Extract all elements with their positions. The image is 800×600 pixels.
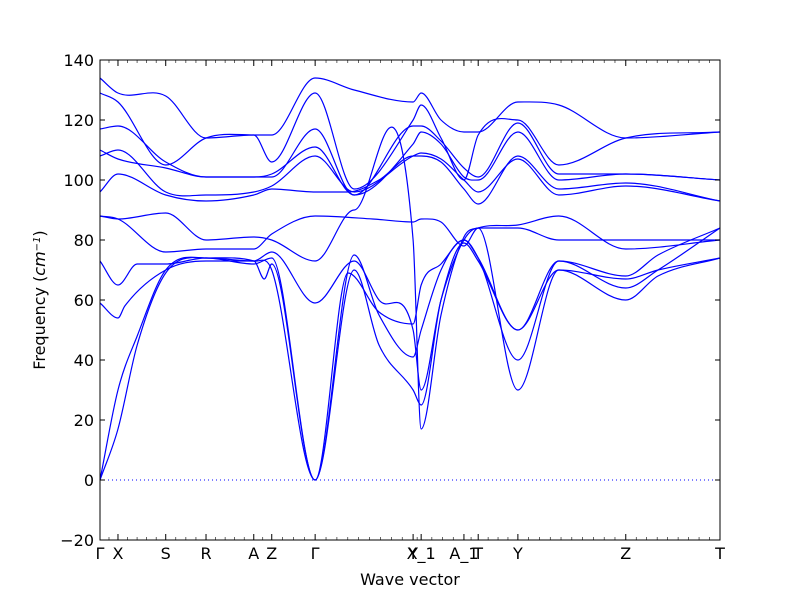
- x-tick-label: T: [714, 544, 725, 563]
- band-line-3: [99, 215, 720, 253]
- x-tick-label: R: [200, 544, 211, 563]
- x-tick-label: Y: [512, 544, 523, 563]
- x-tick-label: Z: [620, 544, 631, 563]
- y-tick-label: 80: [74, 231, 94, 250]
- band-line-12: [99, 77, 721, 139]
- x-tick-label: T: [472, 544, 483, 563]
- y-tick-label: 60: [74, 291, 94, 310]
- band-line-1: [99, 227, 721, 481]
- plot-area: [99, 77, 721, 481]
- y-tick-label: 120: [63, 111, 94, 130]
- x-tick-label: Γ: [96, 544, 105, 563]
- band-line-2: [99, 227, 721, 391]
- y-axis-label: Frequency (cm−1): [30, 230, 49, 369]
- band-line-11: [99, 92, 721, 190]
- band-line-5: [99, 227, 721, 481]
- band-line-7: [99, 155, 721, 205]
- x-axis: Γ X S R A Z Γ YX_1 A_1T Y Z T: [96, 60, 725, 564]
- y-tick-label: 140: [63, 51, 94, 70]
- x-tick-label: A: [248, 544, 259, 563]
- band-line-6: [99, 242, 721, 481]
- y-tick-label: −20: [60, 531, 94, 550]
- x-tick-label: A_1: [449, 544, 478, 564]
- x-tick-label: Γ: [311, 544, 320, 563]
- y-tick-label: 100: [63, 171, 94, 190]
- x-tick-label: X_1: [407, 544, 436, 564]
- x-tick-label: Y: [407, 544, 418, 563]
- band-line-10: [99, 122, 721, 196]
- x-tick-label: Z: [266, 544, 277, 563]
- x-tick-label: X: [112, 544, 123, 563]
- x-axis-label: Wave vector: [360, 570, 460, 589]
- y-axis: −20 0 20 40 60 80 100 120 140: [60, 51, 720, 550]
- y-tick-label: 0: [84, 471, 94, 490]
- y-tick-label: 20: [74, 411, 94, 430]
- y-tick-label: 40: [74, 351, 94, 370]
- band-line-8: [99, 149, 721, 202]
- x-tick-label: S: [161, 544, 171, 563]
- band-line-4: [99, 126, 721, 430]
